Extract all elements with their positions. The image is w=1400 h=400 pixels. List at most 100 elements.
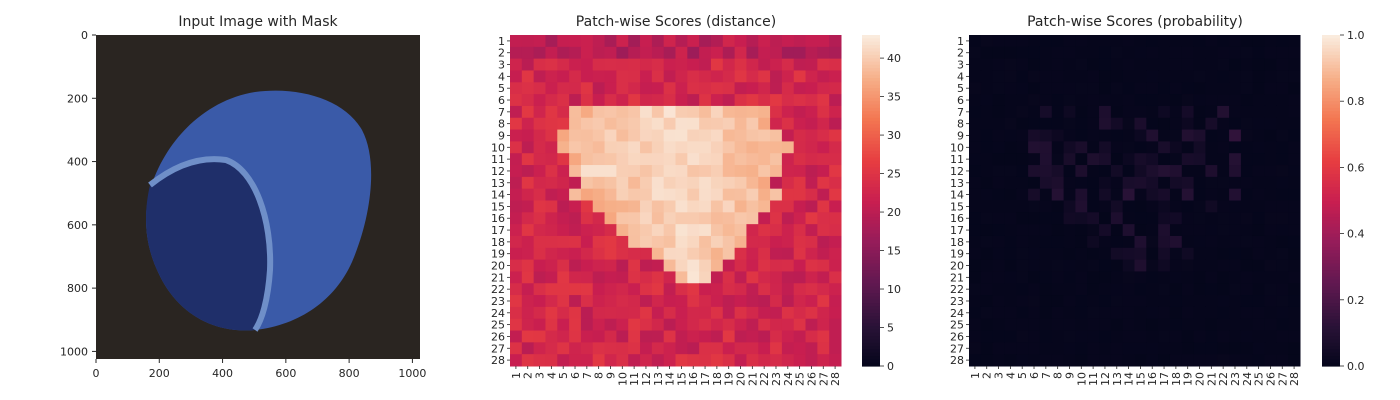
heatmap-cell xyxy=(805,35,818,48)
heatmap-cell xyxy=(651,235,665,249)
colorbar-segment xyxy=(862,349,880,354)
heatmap-cell xyxy=(545,318,558,332)
heatmap-cell xyxy=(1087,129,1100,142)
heatmap-cell xyxy=(710,342,724,355)
heatmap-cell xyxy=(604,105,617,119)
heatmap-cell xyxy=(521,200,535,213)
heatmap-cell xyxy=(1288,306,1301,320)
colorbar-segment xyxy=(1322,226,1340,231)
heatmap-cell xyxy=(521,306,535,320)
colorbar-segment xyxy=(862,130,880,135)
heatmap-cell xyxy=(1016,330,1029,343)
heatmap-cell xyxy=(722,165,736,178)
heatmap-cell xyxy=(1099,318,1112,332)
row-tick-label: 13 xyxy=(491,177,505,190)
heatmap-cell xyxy=(1075,153,1088,166)
heatmap-cell xyxy=(1264,306,1277,320)
heatmap-cell xyxy=(1169,105,1183,119)
heatmap-cell xyxy=(793,46,807,60)
colorbar-segment xyxy=(862,326,880,331)
heatmap-cell xyxy=(969,82,982,95)
heatmap-cell xyxy=(580,58,594,71)
heatmap-cell xyxy=(640,330,653,343)
heatmap-cell xyxy=(1028,283,1041,296)
heatmap-cell xyxy=(592,141,606,154)
heatmap-cell xyxy=(1063,330,1076,343)
colorbar-segment xyxy=(862,309,880,314)
heatmap-cell xyxy=(1276,188,1289,201)
heatmap-cell xyxy=(722,35,736,48)
colorbar-segment xyxy=(862,160,880,165)
heatmap-cell xyxy=(628,94,641,107)
heatmap-cell xyxy=(1229,247,1242,261)
heatmap-cell xyxy=(758,271,771,284)
col-tick-label: 23 xyxy=(770,372,783,386)
heatmap-cell xyxy=(663,165,676,178)
heatmap-cell xyxy=(1063,82,1076,95)
heatmap-cell xyxy=(805,271,818,284)
heatmap-cell xyxy=(1051,58,1065,71)
heatmap-cell xyxy=(1087,117,1100,131)
heatmap-cell xyxy=(1217,153,1230,166)
probability-colorbar: 0.00.20.40.60.81.0 xyxy=(1322,29,1365,373)
heatmap-cell xyxy=(533,176,546,190)
heatmap-cell xyxy=(1075,94,1088,107)
heatmap-cell xyxy=(533,105,546,119)
heatmap-cell xyxy=(616,212,629,225)
heatmap-cell xyxy=(746,247,759,261)
colorbar-segment xyxy=(1322,64,1340,69)
heatmap-cell xyxy=(734,295,747,308)
heatmap-cell xyxy=(604,212,617,225)
heatmap-cell xyxy=(1264,70,1277,83)
heatmap-cell xyxy=(1087,176,1100,190)
heatmap-cell xyxy=(1146,318,1159,332)
heatmap-cell xyxy=(1016,70,1029,83)
row-tick-label: 16 xyxy=(950,212,964,225)
heatmap-cell xyxy=(533,342,546,355)
colorbar-segment xyxy=(1322,167,1340,172)
heatmap-cell xyxy=(1016,224,1029,237)
heatmap-cell xyxy=(1158,94,1171,107)
row-tick-label: 12 xyxy=(491,165,505,178)
heatmap-cell xyxy=(980,259,994,272)
heatmap-cell xyxy=(758,212,771,225)
heatmap-cell xyxy=(533,200,546,213)
heatmap-cell xyxy=(758,306,771,320)
heatmap-cell xyxy=(640,176,653,190)
heatmap-cell xyxy=(1193,247,1206,261)
heatmap-cell xyxy=(521,259,535,272)
heatmap-cell xyxy=(980,271,994,284)
heatmap-cell xyxy=(699,271,712,284)
heatmap-cell xyxy=(781,354,795,367)
heatmap-cell xyxy=(1110,283,1124,296)
heatmap-cell xyxy=(651,141,665,154)
colorbar-segment xyxy=(862,359,880,364)
heatmap-cell xyxy=(1134,46,1147,60)
heatmap-cell xyxy=(651,165,665,178)
colorbar-segment xyxy=(1322,266,1340,271)
heatmap-cell xyxy=(533,35,546,48)
heatmap-cell xyxy=(628,70,641,83)
heatmap-cell xyxy=(992,306,1005,320)
heatmap-cell xyxy=(628,212,641,225)
heatmap-cell xyxy=(1028,70,1041,83)
heatmap-cell xyxy=(651,82,665,95)
heatmap-cell xyxy=(758,342,771,355)
heatmap-cell xyxy=(1099,153,1112,166)
heatmap-cell xyxy=(1146,354,1159,367)
heatmap-cell xyxy=(1252,342,1266,355)
heatmap-cell xyxy=(1169,259,1183,272)
heatmap-cell xyxy=(817,176,830,190)
heatmap-cell xyxy=(580,105,594,119)
heatmap-cell xyxy=(510,295,523,308)
heatmap-cell xyxy=(1205,82,1218,95)
row-tick-label: 19 xyxy=(950,248,964,261)
heatmap-cell xyxy=(793,70,807,83)
heatmap-cell xyxy=(687,247,700,261)
heatmap-cell xyxy=(1146,165,1159,178)
colorbar-segment xyxy=(1322,273,1340,278)
colorbar-segment xyxy=(862,35,880,39)
colorbar-tick-label: 0.8 xyxy=(1347,95,1365,108)
heatmap-cell xyxy=(1087,153,1100,166)
heatmap-cell xyxy=(1276,70,1289,83)
